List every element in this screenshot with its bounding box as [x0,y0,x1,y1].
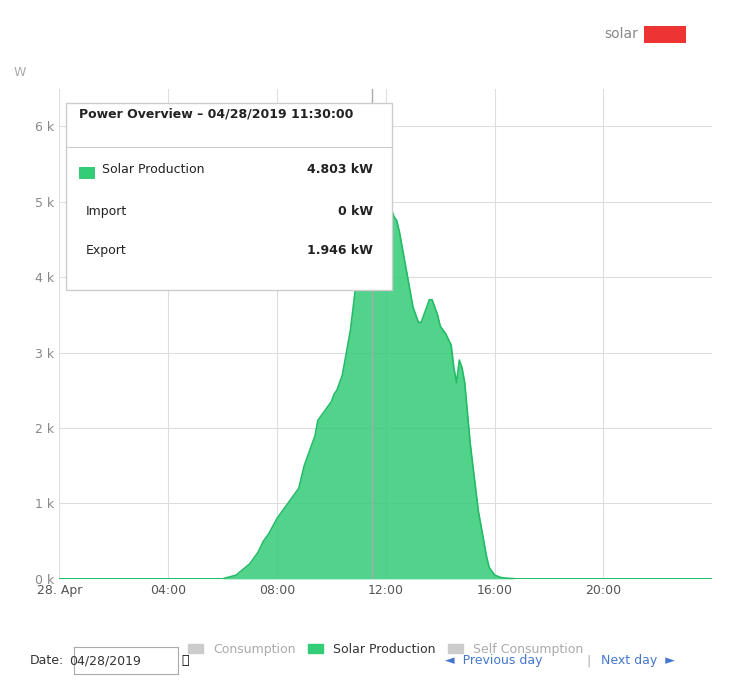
Text: Date:: Date: [30,654,64,667]
Text: 4.803 kW: 4.803 kW [307,163,372,176]
FancyBboxPatch shape [79,167,95,179]
Text: solar: solar [604,27,638,42]
FancyBboxPatch shape [66,104,393,289]
Text: Import: Import [85,204,127,218]
Text: Power Overview – 04/28/2019 11:30:00: Power Overview – 04/28/2019 11:30:00 [79,108,353,121]
Text: 1.946 kW: 1.946 kW [307,244,372,257]
Text: 📅: 📅 [182,654,189,667]
Legend: Consumption, Solar Production, Self Consumption: Consumption, Solar Production, Self Cons… [188,643,583,656]
Text: |: | [586,654,591,667]
Text: ◄  Previous day: ◄ Previous day [445,654,542,667]
Text: 0 kW: 0 kW [338,204,372,218]
Text: edge: edge [646,27,684,42]
Text: Solar Production: Solar Production [102,163,204,176]
Text: 04/28/2019: 04/28/2019 [70,654,141,667]
Text: W: W [13,66,26,79]
Text: Export: Export [85,244,126,257]
Text: Next day  ►: Next day ► [601,654,675,667]
